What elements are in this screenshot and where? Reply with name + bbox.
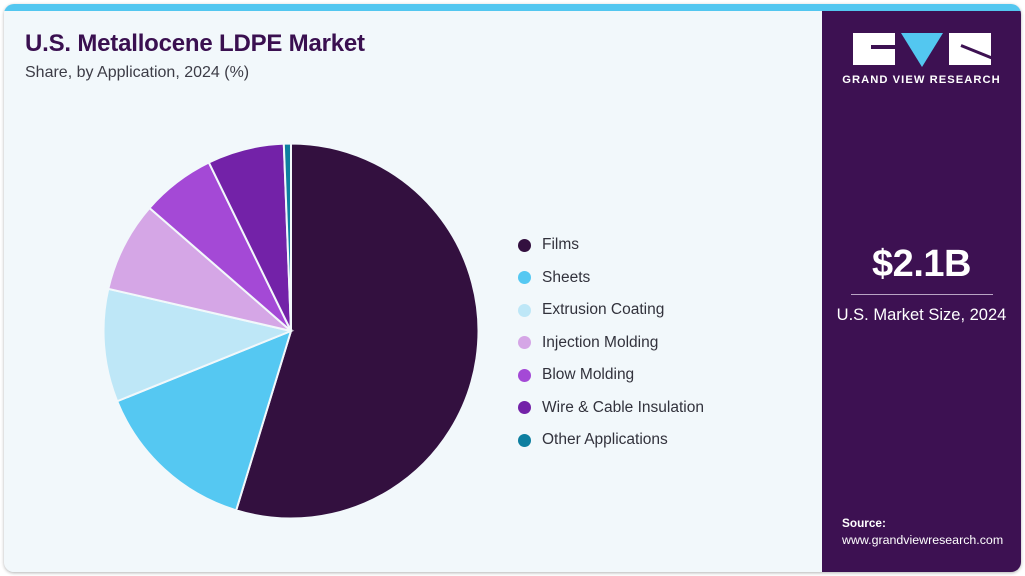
pie-slice[interactable] [282, 143, 292, 332]
page-subtitle: Share, by Application, 2024 (%) [25, 64, 250, 81]
chart-card: U.S. Metallocene LDPE Market Share, by A… [4, 4, 1021, 572]
logo-r-icon [948, 33, 991, 65]
legend-swatch-icon [518, 401, 531, 415]
market-size-value: $2.1B [872, 243, 971, 285]
legend-item[interactable]: Wire & Cable Insulation [518, 392, 704, 425]
legend-item-label: Injection Molding [542, 333, 659, 351]
market-size-caption: U.S. Market Size, 2024 [836, 306, 1007, 324]
logo-v-triangle-icon [900, 33, 943, 67]
pie-chart-svg [103, 143, 479, 519]
title-block: U.S. Metallocene LDPE Market Share, by A… [25, 29, 365, 83]
legend-item-label: Blow Molding [542, 366, 635, 384]
brand-sidebar: GRAND VIEW RESEARCH $2.1B U.S. Market Si… [822, 11, 1021, 572]
source-block: Source: www.grandviewresearch.com [842, 515, 1003, 549]
source-label: Source: [842, 516, 886, 530]
legend-item[interactable]: Injection Molding [518, 327, 704, 360]
legend-item[interactable]: Other Applications [518, 424, 704, 457]
top-accent-bar [4, 4, 1021, 11]
legend-item[interactable]: Blow Molding [518, 359, 704, 392]
legend-item-label: Other Applications [542, 431, 668, 449]
chart-legend: Films Sheets Extrusion Coating Injection Mo… [518, 229, 704, 457]
page-title: U.S. Metallocene LDPE Market [25, 30, 365, 57]
logo-g-icon [852, 33, 895, 65]
legend-item[interactable]: Sheets [518, 262, 704, 295]
pie-slice[interactable] [103, 287, 295, 403]
pie-slice[interactable] [107, 206, 292, 332]
pie-slice[interactable] [115, 329, 293, 512]
pie-chart [103, 143, 479, 519]
legend-item-label: Sheets [542, 268, 591, 286]
legend-swatch-icon [518, 303, 531, 317]
legend-item[interactable]: Extrusion Coating [518, 294, 704, 327]
legend-swatch-icon [518, 271, 531, 285]
legend-item-label: Films [542, 236, 580, 254]
legend-swatch-icon [518, 238, 531, 252]
legend-swatch-icon [518, 433, 531, 447]
pie-slice-group [103, 143, 479, 519]
source-url[interactable]: www.grandviewresearch.com [842, 533, 1004, 547]
legend-swatch-icon [518, 368, 531, 382]
stat-divider [850, 294, 993, 295]
legend-swatch-icon [518, 336, 531, 350]
pie-slice[interactable] [234, 143, 479, 519]
legend-item-label: Wire & Cable Insulation [542, 398, 704, 416]
logo-marks [822, 33, 1021, 67]
logo-wordmark: GRAND VIEW RESEARCH [842, 74, 1001, 86]
market-size-stat: $2.1B U.S. Market Size, 2024 [822, 243, 1021, 327]
legend-item-label: Extrusion Coating [542, 301, 665, 319]
brand-logo: GRAND VIEW RESEARCH [822, 33, 1021, 86]
chart-main-panel: U.S. Metallocene LDPE Market Share, by A… [4, 11, 822, 572]
legend-item[interactable]: Films [518, 229, 704, 262]
